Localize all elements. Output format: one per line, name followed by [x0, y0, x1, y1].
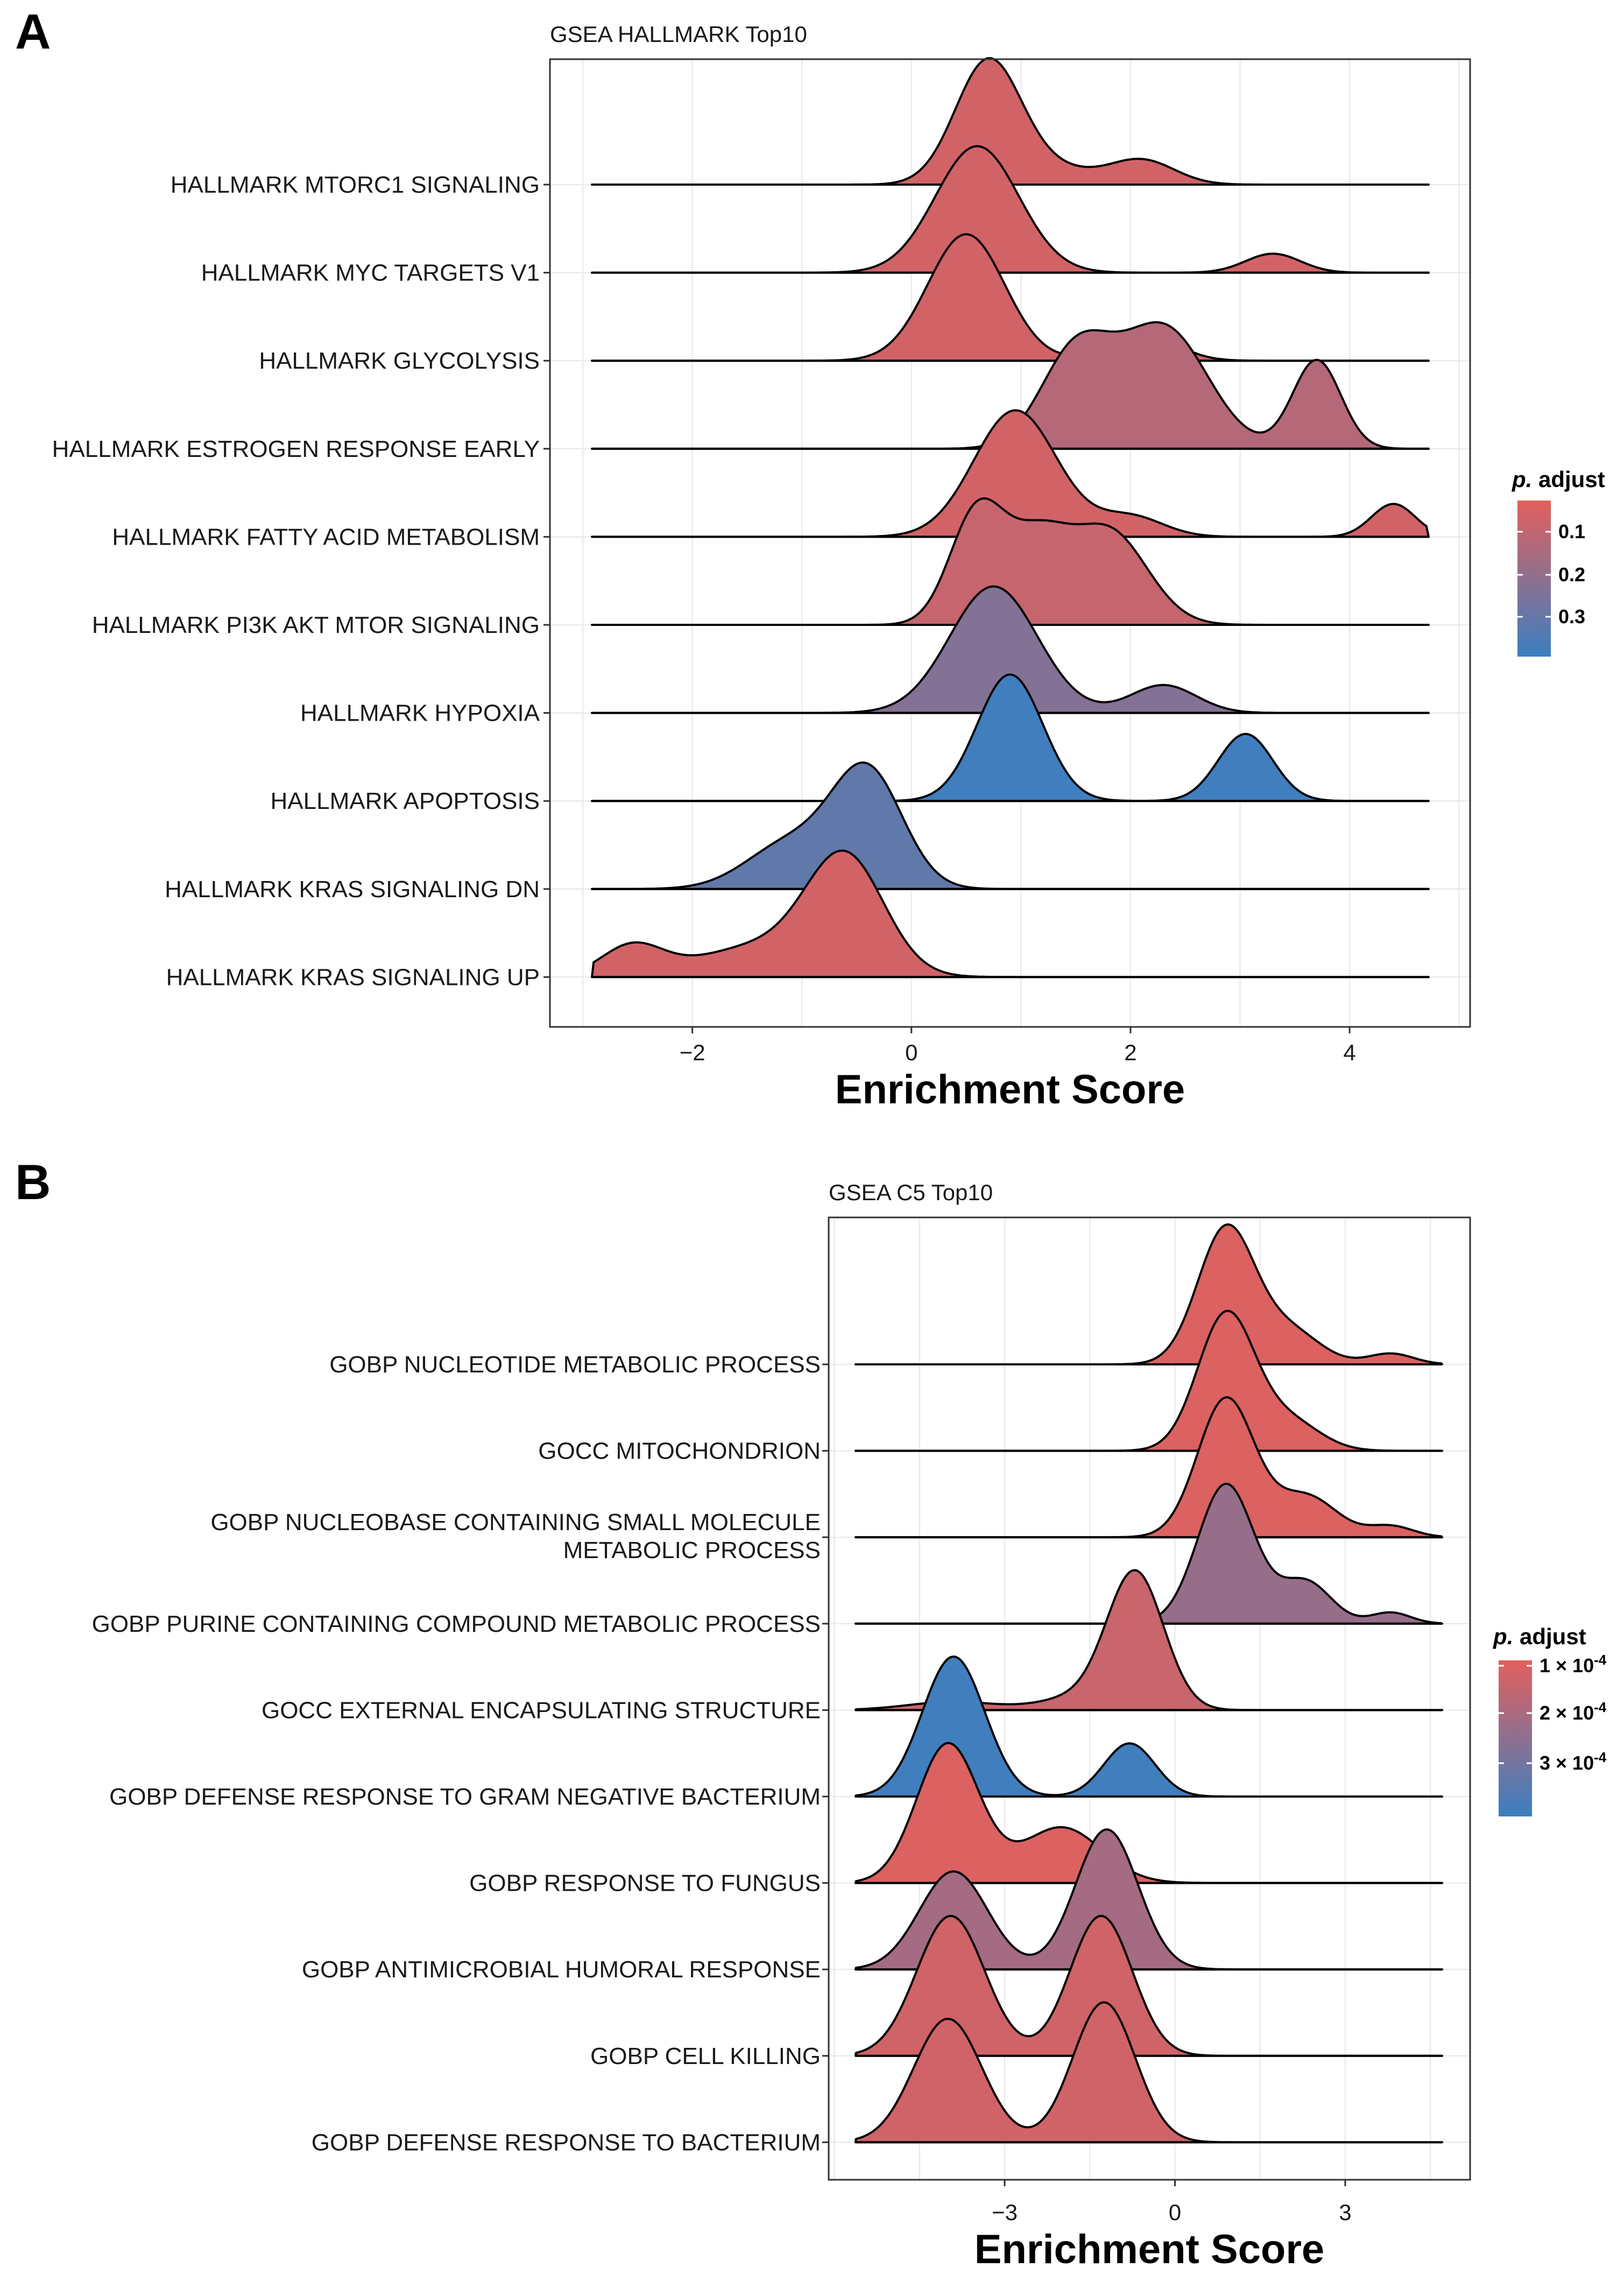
y-tick-label: HALLMARK MTORC1 SIGNALING	[171, 172, 540, 198]
plot-frame	[828, 1216, 1471, 2181]
y-tick-label: GOBP RESPONSE TO FUNGUS	[469, 1870, 821, 1897]
ridge-row	[591, 849, 1430, 978]
ridge-row	[855, 1223, 1443, 1365]
ridge-row	[591, 761, 1430, 890]
y-tick-label: HALLMARK HYPOXIA	[300, 700, 540, 727]
y-tick-label: GOBP DEFENSE RESPONSE TO GRAM NEGATIVE B…	[109, 1784, 821, 1810]
legend-label: 1 × 10-4	[1540, 1652, 1607, 1677]
y-tick-label: HALLMARK KRAS SIGNALING UP	[166, 964, 540, 990]
y-tick-label: HALLMARK FATTY ACID METABOLISM	[112, 524, 540, 550]
chart-title: GSEA C5 Top10	[829, 1180, 993, 1205]
x-tick-label: −3	[992, 2200, 1018, 2225]
x-axis-label: Enrichment Score	[835, 1067, 1185, 1112]
panel-letter: A	[15, 4, 51, 59]
legend-colorbar	[1517, 501, 1551, 657]
y-tick-label: GOBP CELL KILLING	[590, 2043, 821, 2069]
x-tick-label: 0	[1169, 2200, 1181, 2225]
y-tick-label: GOBP DEFENSE RESPONSE TO BACTERIUM	[312, 2129, 821, 2156]
y-tick-label: GOCC MITOCHONDRION	[538, 1438, 821, 1464]
y-tick-label: GOCC EXTERNAL ENCAPSULATING STRUCTURE	[262, 1697, 821, 1723]
x-tick-label: 3	[1339, 2200, 1351, 2225]
y-tick-label: HALLMARK APOPTOSIS	[271, 788, 540, 814]
ridge-row	[855, 1309, 1443, 1452]
panel-a: A GSEA HALLMARK Top10 HALLMARK MTORC1 SIGN…	[15, 4, 1605, 1112]
ridge-row	[591, 673, 1430, 802]
ridge-row	[855, 2001, 1443, 2144]
x-tick-label: 2	[1124, 1040, 1136, 1065]
color-legend: p. adjust 0.1 0.2 0.3	[1512, 467, 1605, 657]
color-legend: p. adjust 1 × 10-4 2 × 10-4 3 × 10-4	[1493, 1624, 1607, 1816]
panel-b: B GSEA C5 Top10 GOBP NUCLEOTIDE METABOLIC …	[15, 1155, 1607, 2272]
panel-letter: B	[15, 1155, 51, 1210]
y-tick-label: HALLMARK GLYCOLYSIS	[259, 348, 540, 374]
ridge-row	[855, 1396, 1443, 1539]
y-tick-label: HALLMARK KRAS SIGNALING DN	[165, 876, 540, 903]
y-tick-label: HALLMARK ESTROGEN RESPONSE EARLY	[52, 436, 540, 462]
legend-label: 0.3	[1558, 605, 1585, 628]
y-tick-label: HALLMARK MYC TARGETS V1	[201, 260, 540, 286]
ridge-row	[591, 145, 1430, 274]
legend-title: p. adjust	[1512, 467, 1605, 492]
y-tick-label: GOBP NUCLEOBASE CONTAINING SMALL MOLECUL…	[210, 1509, 821, 1563]
x-tick-label: 0	[905, 1040, 917, 1065]
legend-label: 3 × 10-4	[1540, 1749, 1607, 1774]
y-tick-label: GOBP PURINE CONTAINING COMPOUND METABOLI…	[92, 1611, 821, 1637]
plot-frame	[549, 58, 1471, 1028]
x-axis-label: Enrichment Score	[975, 2227, 1324, 2272]
legend-label: 0.2	[1558, 564, 1585, 586]
y-tick-label: HALLMARK PI3K AKT MTOR SIGNALING	[92, 612, 540, 638]
y-tick-label: GOBP NUCLEOTIDE METABOLIC PROCESS	[329, 1351, 821, 1378]
y-tick-label: GOBP ANTIMICROBIAL HUMORAL RESPONSE	[302, 1956, 821, 1983]
chart-title: GSEA HALLMARK Top10	[550, 22, 807, 47]
legend-label: 2 × 10-4	[1540, 1699, 1607, 1724]
legend-label: 0.1	[1558, 520, 1585, 543]
x-tick-label: −2	[680, 1040, 705, 1065]
ridge-row	[591, 233, 1430, 362]
legend-title: p. adjust	[1493, 1624, 1586, 1649]
legend-colorbar	[1499, 1660, 1532, 1816]
x-tick-label: 4	[1343, 1040, 1355, 1065]
